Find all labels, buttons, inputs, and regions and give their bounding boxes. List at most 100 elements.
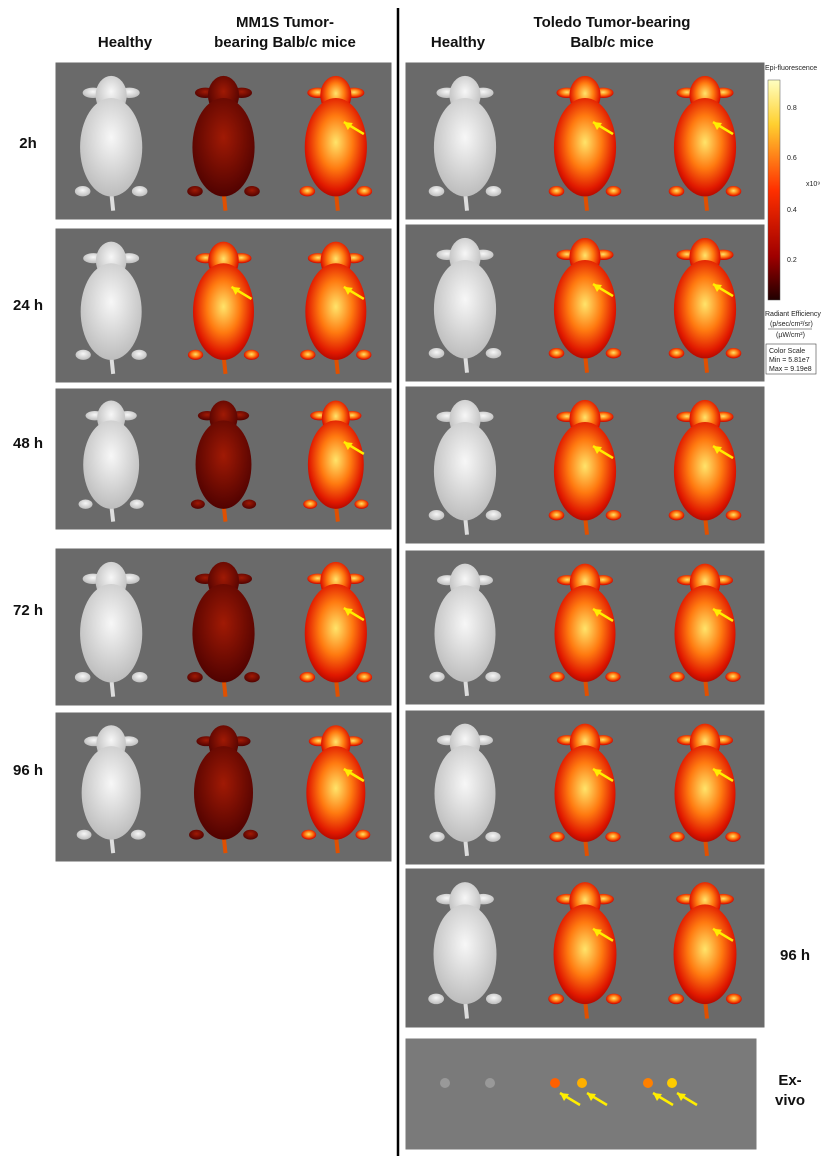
paw [726, 348, 742, 358]
paw [243, 830, 258, 840]
paw [486, 186, 502, 196]
paw [132, 186, 148, 196]
paw [356, 830, 371, 840]
colorbar-tick: 0.8 [787, 105, 797, 112]
paw [76, 350, 91, 360]
paw [300, 350, 315, 360]
paw [725, 832, 740, 842]
header-healthy: Healthy [98, 34, 153, 51]
paw [357, 672, 373, 682]
paw [549, 510, 565, 520]
paw [131, 830, 146, 840]
colorbar-tick: 0.2 [787, 257, 797, 264]
header-healthy: Healthy [431, 34, 486, 51]
mouse-body [554, 585, 615, 682]
header-tumor: Balb/c mice [570, 34, 653, 51]
time-label: 96 h [780, 947, 810, 964]
header-tumor: bearing Balb/c mice [214, 34, 356, 51]
mouse-body [196, 420, 252, 508]
colorbar [768, 80, 780, 300]
colorbar-tick: 0.4 [787, 207, 797, 214]
paw [726, 510, 742, 520]
paw [187, 186, 203, 196]
paw [605, 672, 620, 682]
time-label: 2h [19, 135, 37, 152]
paw [187, 672, 203, 682]
paw [354, 499, 368, 508]
organ [550, 1078, 560, 1088]
mouse-body [192, 584, 254, 682]
time-label: 72 h [13, 602, 43, 619]
colorbar-tick: 0.6 [787, 155, 797, 162]
mouse-body [194, 746, 253, 839]
paw [77, 830, 92, 840]
mouse-body [81, 263, 142, 360]
paw [300, 186, 316, 196]
paw [549, 348, 565, 358]
mouse-body [80, 98, 142, 196]
paw [548, 994, 564, 1004]
time-label: 24 h [13, 297, 43, 314]
paw [429, 348, 445, 358]
paw [549, 832, 564, 842]
mouse-body [554, 260, 616, 358]
paw [486, 510, 502, 520]
paw [669, 832, 684, 842]
time-label: 96 h [13, 762, 43, 779]
mouse-body [192, 98, 254, 196]
time-label: 48 h [13, 435, 43, 452]
mouse-body [674, 422, 736, 520]
paw [132, 672, 148, 682]
header-tumor: Toledo Tumor-bearing [534, 14, 691, 31]
paw [669, 186, 685, 196]
mouse-body [674, 745, 735, 842]
scale-min: Min = 5.81e7 [769, 357, 810, 364]
header-tumor: MM1S Tumor- [236, 14, 334, 31]
paw [357, 186, 373, 196]
scale-max: Max = 9.19e8 [769, 366, 812, 373]
unit-den: (µW/cm²) [776, 332, 805, 339]
paw [244, 672, 260, 682]
paw [486, 348, 502, 358]
mouse-body [434, 260, 496, 358]
mouse-body [82, 746, 141, 839]
mouse-body [554, 904, 617, 1004]
paw [549, 672, 564, 682]
paw [725, 672, 740, 682]
organ [643, 1078, 653, 1088]
paw [429, 510, 445, 520]
paw [244, 350, 259, 360]
organ [485, 1078, 495, 1088]
paw [130, 499, 144, 508]
mouse-body [434, 98, 496, 196]
paw [242, 499, 256, 508]
mouse-body [434, 745, 495, 842]
paw [726, 994, 742, 1004]
paw [189, 830, 204, 840]
exvivo-panel [405, 1038, 757, 1150]
colorbar-title: Epi-fluorescence [765, 65, 817, 72]
exvivo-label: Ex- [778, 1072, 801, 1089]
paw [75, 186, 91, 196]
paw [606, 510, 622, 520]
mouse-body [308, 420, 364, 508]
mouse-body [305, 98, 367, 196]
mouse-body [83, 420, 139, 508]
paw [303, 499, 317, 508]
paw [429, 186, 445, 196]
paw [485, 672, 500, 682]
paw [485, 832, 500, 842]
paw [606, 348, 622, 358]
paw [301, 830, 316, 840]
unit-num: (p/sec/cm²/sr) [770, 321, 813, 328]
mouse-body [674, 904, 737, 1004]
paw [669, 510, 685, 520]
paw [79, 499, 93, 508]
mouse-body [80, 584, 142, 682]
paw [668, 994, 684, 1004]
mouse-body [434, 904, 497, 1004]
exvivo-label: vivo [775, 1092, 805, 1109]
paw [300, 672, 316, 682]
paw [669, 672, 684, 682]
paw [132, 350, 147, 360]
